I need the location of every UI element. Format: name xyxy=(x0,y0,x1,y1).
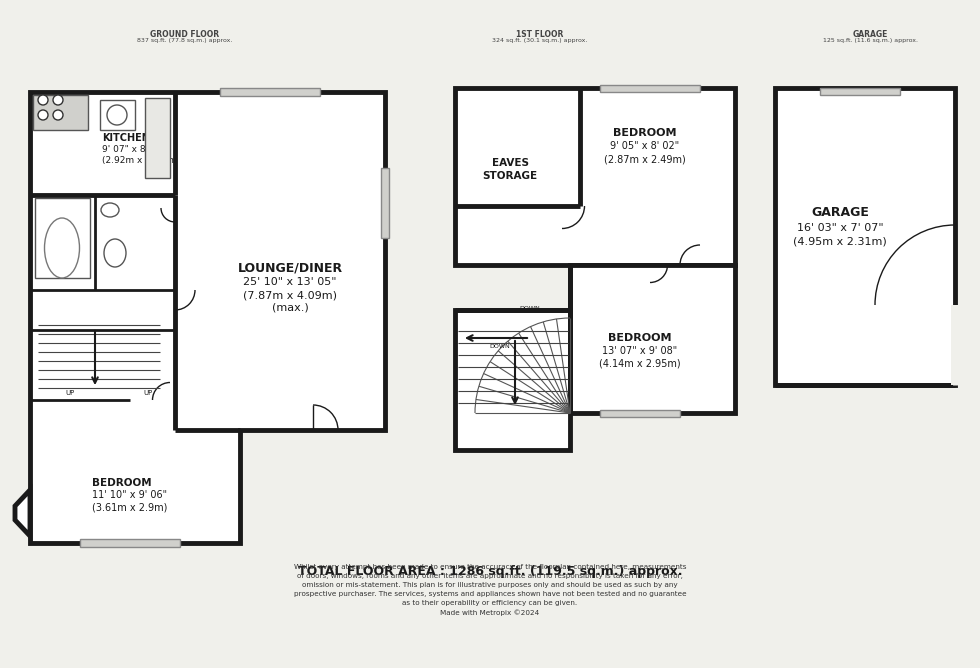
Text: BEDROOM: BEDROOM xyxy=(613,128,677,138)
Bar xyxy=(820,88,900,95)
Text: EAVES: EAVES xyxy=(492,158,528,168)
Text: LOUNGE/DINER: LOUNGE/DINER xyxy=(237,261,343,275)
Bar xyxy=(455,88,735,265)
Bar xyxy=(33,95,88,130)
Bar xyxy=(570,265,735,413)
Text: TOTAL FLOOR AREA : 1286 sq.ft. (119.5 sq.m.) approx.: TOTAL FLOOR AREA : 1286 sq.ft. (119.5 sq… xyxy=(298,566,682,578)
Text: 1ST FLOOR: 1ST FLOOR xyxy=(516,30,564,39)
Bar xyxy=(381,168,389,238)
Text: BEDROOM: BEDROOM xyxy=(92,478,152,488)
Text: STORAGE: STORAGE xyxy=(482,171,538,181)
Bar xyxy=(381,168,389,238)
Circle shape xyxy=(53,95,63,105)
Bar xyxy=(80,539,180,547)
Ellipse shape xyxy=(104,239,126,267)
Text: 324 sq.ft. (30.1 sq.m.) approx.: 324 sq.ft. (30.1 sq.m.) approx. xyxy=(492,38,588,43)
Text: 125 sq.ft. (11.6 sq.m.) approx.: 125 sq.ft. (11.6 sq.m.) approx. xyxy=(822,38,917,43)
Text: 9' 05" x 8' 02": 9' 05" x 8' 02" xyxy=(611,141,679,151)
Bar xyxy=(600,410,680,417)
Text: (4.95m x 2.31m): (4.95m x 2.31m) xyxy=(793,237,887,247)
Bar xyxy=(775,88,955,385)
Bar xyxy=(455,310,570,450)
Bar xyxy=(951,305,961,385)
Text: UP: UP xyxy=(66,390,74,396)
Bar xyxy=(220,88,320,96)
Text: GARAGE: GARAGE xyxy=(853,30,888,39)
Text: DOWN: DOWN xyxy=(519,305,540,311)
Text: (4.14m x 2.95m): (4.14m x 2.95m) xyxy=(599,359,681,369)
Ellipse shape xyxy=(44,218,79,278)
Bar xyxy=(600,410,680,417)
Text: KITCHEN: KITCHEN xyxy=(102,133,150,143)
Text: (2.87m x 2.49m): (2.87m x 2.49m) xyxy=(604,154,686,164)
Text: 837 sq.ft. (77.8 sq.m.) approx.: 837 sq.ft. (77.8 sq.m.) approx. xyxy=(137,38,232,43)
Text: 13' 07" x 9' 08": 13' 07" x 9' 08" xyxy=(603,346,677,356)
Circle shape xyxy=(107,105,127,125)
Text: 25' 10" x 13' 05": 25' 10" x 13' 05" xyxy=(243,277,337,287)
Text: 9' 07" x 8' 07": 9' 07" x 8' 07" xyxy=(102,144,167,154)
Bar xyxy=(600,85,700,92)
Polygon shape xyxy=(15,490,30,536)
Bar xyxy=(220,88,320,96)
Bar xyxy=(600,85,700,92)
Text: GROUND FLOOR: GROUND FLOOR xyxy=(151,30,220,39)
Text: UP: UP xyxy=(143,390,153,396)
Circle shape xyxy=(53,110,63,120)
Text: (7.87m x 4.09m): (7.87m x 4.09m) xyxy=(243,290,337,300)
Text: 11' 10" x 9' 06": 11' 10" x 9' 06" xyxy=(92,490,168,500)
Ellipse shape xyxy=(101,203,119,217)
Bar xyxy=(100,100,135,130)
Text: GARAGE: GARAGE xyxy=(811,206,869,220)
Text: DOWN: DOWN xyxy=(490,343,511,349)
Polygon shape xyxy=(30,92,385,543)
Circle shape xyxy=(38,110,48,120)
Text: BEDROOM: BEDROOM xyxy=(609,333,671,343)
Text: 16' 03" x 7' 07": 16' 03" x 7' 07" xyxy=(797,223,883,233)
Text: Whilst every attempt has been made to ensure the accuracy of the floorplan conta: Whilst every attempt has been made to en… xyxy=(294,564,686,616)
Bar xyxy=(80,539,180,547)
Text: (2.92m x 2.62m): (2.92m x 2.62m) xyxy=(102,156,177,164)
Bar xyxy=(820,88,900,95)
Bar xyxy=(35,198,90,278)
Circle shape xyxy=(38,95,48,105)
Text: (max.): (max.) xyxy=(271,303,309,313)
Text: (3.61m x 2.9m): (3.61m x 2.9m) xyxy=(92,502,168,512)
Bar xyxy=(145,98,170,178)
